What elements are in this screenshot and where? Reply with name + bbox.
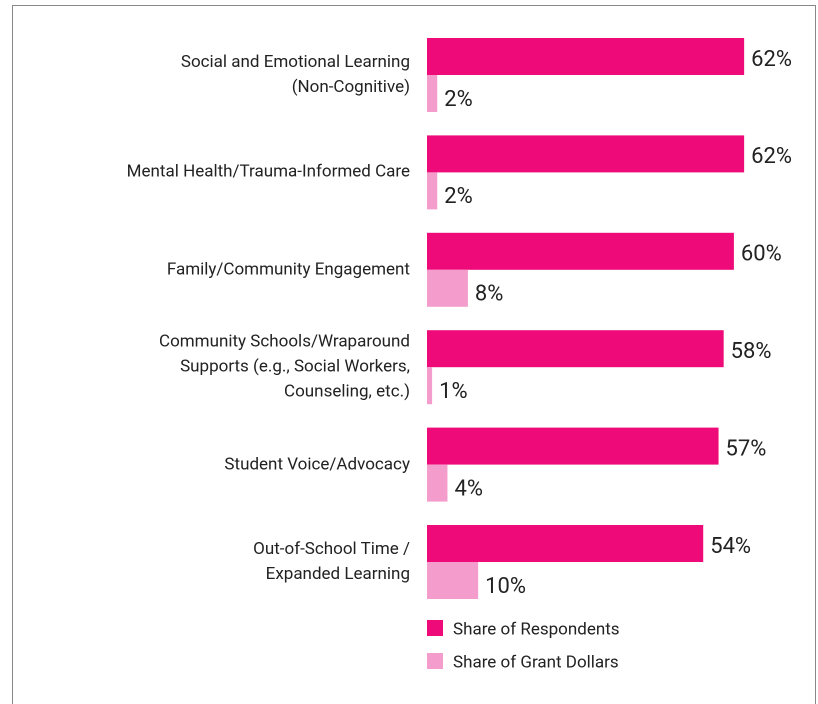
bar [427, 367, 433, 405]
category-label: Mental Health/Trauma-Informed Care [126, 161, 410, 182]
category-label: Family/Community Engagement [166, 259, 410, 280]
legend-swatch [427, 653, 443, 669]
value-label: 10% [485, 574, 526, 599]
bar [427, 427, 719, 465]
frame [12, 5, 816, 704]
bar [427, 269, 468, 307]
value-label: 60% [741, 242, 782, 267]
value-label: 62% [751, 47, 792, 72]
value-label: 8% [475, 282, 503, 307]
bar [427, 38, 745, 75]
value-label: 4% [454, 476, 482, 501]
value-label: 1% [439, 379, 467, 404]
value-label: 54% [710, 534, 751, 559]
legend-label: Share of Grant Dollars [453, 652, 619, 672]
legend-label: Share of Respondents [453, 619, 620, 639]
bar [427, 172, 438, 210]
bar [427, 464, 448, 502]
bar [427, 232, 734, 270]
value-label: 58% [731, 339, 772, 364]
bar [427, 562, 479, 599]
bar [427, 75, 438, 112]
bar [427, 135, 745, 173]
category-label: Student Voice/Advocacy [224, 454, 410, 475]
bar [427, 330, 724, 368]
value-label: 2% [444, 87, 472, 112]
value-label: 2% [444, 184, 472, 209]
category-label: Out-of-School Time / Expanded Learning [253, 539, 410, 584]
legend-swatch [427, 620, 443, 636]
value-label: 57% [726, 436, 767, 461]
value-label: 62% [751, 144, 792, 169]
category-label: Social and Emotional Learning (Non-Cogni… [180, 52, 410, 97]
category-label: Community Schools/Wraparound Supports (e… [159, 331, 410, 402]
bar [427, 525, 704, 562]
